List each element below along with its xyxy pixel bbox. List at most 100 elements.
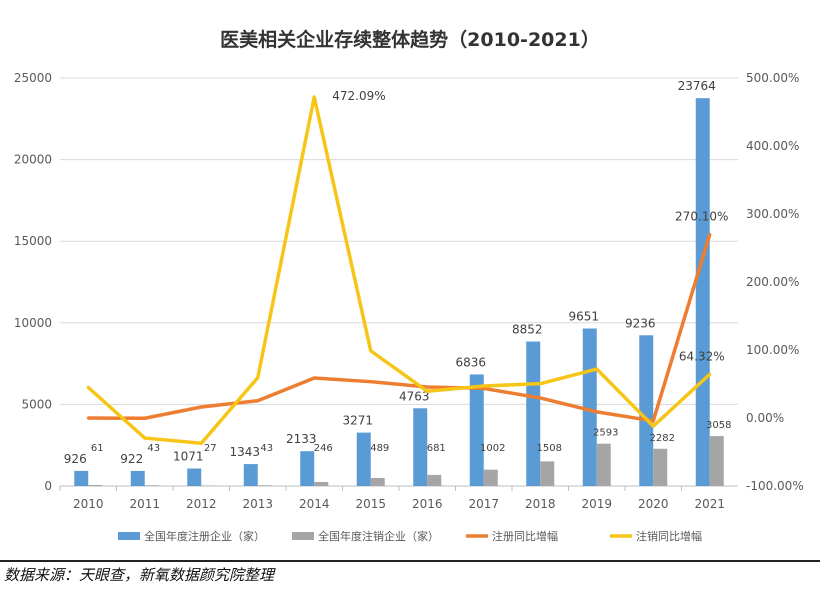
line-point — [312, 376, 316, 380]
line-point — [256, 376, 260, 380]
line-series — [88, 233, 712, 423]
bar-data-label: 43 — [260, 443, 273, 454]
bar-data-label: 9236 — [625, 316, 656, 330]
bar-data-label: 489 — [370, 443, 389, 454]
x-tick-label: 2021 — [694, 497, 725, 511]
line-point — [369, 380, 373, 384]
bar-data-label: 1508 — [537, 443, 562, 454]
bar-data-label: 1002 — [480, 443, 505, 454]
legend-swatch — [118, 532, 140, 540]
bar-data-label: 43 — [147, 443, 160, 454]
bar — [257, 485, 272, 486]
x-tick-label: 2017 — [468, 497, 499, 511]
bar — [596, 443, 611, 486]
y2-tick-label: 100.00% — [746, 343, 799, 357]
line-series — [87, 95, 711, 446]
bar — [314, 481, 329, 486]
divider — [0, 560, 820, 562]
bar-data-label: 1071 — [173, 450, 204, 464]
bar — [695, 98, 710, 487]
bar-data-label: 3271 — [342, 414, 373, 428]
legend-swatch — [292, 532, 314, 540]
bar-data-label: 2282 — [650, 433, 675, 444]
y-tick-label: 25000 — [14, 71, 52, 85]
x-tick-label: 2013 — [242, 497, 273, 511]
x-tick-label: 2018 — [525, 497, 556, 511]
bar — [526, 341, 541, 486]
line-point — [595, 367, 599, 371]
source-note: 数据来源：天眼查，新氧数据颜究院整理 — [4, 566, 275, 584]
bar — [300, 451, 315, 486]
line-data-label: 270.10% — [675, 209, 728, 223]
bar — [469, 374, 484, 486]
x-tick-label: 2020 — [638, 497, 669, 511]
bar — [74, 470, 89, 486]
bar-data-label: 4763 — [399, 389, 430, 403]
x-tick-label: 2010 — [73, 497, 104, 511]
x-tick-label: 2014 — [299, 497, 330, 511]
y-tick-label: 0 — [44, 479, 52, 493]
bar — [709, 436, 724, 486]
line-point — [538, 382, 542, 386]
bar — [582, 328, 597, 486]
line-point — [312, 95, 316, 99]
bar — [130, 470, 145, 486]
line-point — [708, 372, 712, 376]
bar-data-label: 8852 — [512, 323, 543, 337]
chart-title: 医美相关企业存续整体趋势（2010-2021） — [220, 28, 600, 51]
y2-tick-label: 500.00% — [746, 71, 799, 85]
line-point — [651, 419, 655, 423]
line-point — [143, 436, 147, 440]
line-point — [369, 349, 373, 353]
x-tick-label: 2016 — [412, 497, 443, 511]
line-point — [651, 424, 655, 428]
bar — [483, 469, 498, 486]
bar — [356, 432, 371, 486]
legend-label: 注册同比增幅 — [492, 529, 558, 543]
y2-tick-label: 300.00% — [746, 207, 799, 221]
bar — [370, 478, 385, 486]
bar — [187, 468, 202, 486]
bar — [653, 448, 668, 486]
line-point — [595, 410, 599, 414]
line-point — [86, 385, 90, 389]
y-tick-label: 15000 — [14, 234, 52, 248]
bar — [243, 464, 258, 486]
y2-tick-label: -100.00% — [746, 479, 804, 493]
y2-tick-label: 200.00% — [746, 275, 799, 289]
y-tick-label: 10000 — [14, 316, 52, 330]
bar — [639, 335, 654, 486]
line-point — [425, 385, 429, 389]
bar — [427, 474, 442, 486]
bar-data-label: 2593 — [593, 428, 618, 439]
bar-data-label: 922 — [120, 452, 143, 466]
bar-data-label: 246 — [314, 443, 333, 454]
bar-data-label: 926 — [64, 452, 87, 466]
bar-data-label: 23764 — [678, 79, 716, 93]
line-point — [256, 399, 260, 403]
line-point — [425, 389, 429, 393]
line-data-label: 472.09% — [332, 89, 385, 103]
bar-data-label: 681 — [427, 443, 446, 454]
legend-label: 全国年度注销企业（家） — [318, 529, 439, 543]
y-tick-label: 5000 — [21, 397, 52, 411]
bar-data-label: 6836 — [455, 355, 486, 369]
x-tick-label: 2019 — [581, 497, 612, 511]
line-point — [86, 416, 90, 420]
y2-tick-label: 0.00% — [746, 411, 784, 425]
bar-data-label: 61 — [91, 443, 104, 454]
bar — [540, 461, 555, 486]
line-point — [143, 416, 147, 420]
y-tick-label: 20000 — [14, 153, 52, 167]
legend-label: 全国年度注册企业（家） — [144, 529, 265, 543]
line-point — [482, 384, 486, 388]
y2-tick-label: 400.00% — [746, 139, 799, 153]
line-point — [199, 441, 203, 445]
bar — [144, 485, 159, 486]
line-data-label: 64.32% — [679, 349, 725, 363]
line-point — [199, 405, 203, 409]
x-tick-label: 2012 — [186, 497, 217, 511]
x-tick-label: 2011 — [129, 497, 160, 511]
line-point — [538, 396, 542, 400]
